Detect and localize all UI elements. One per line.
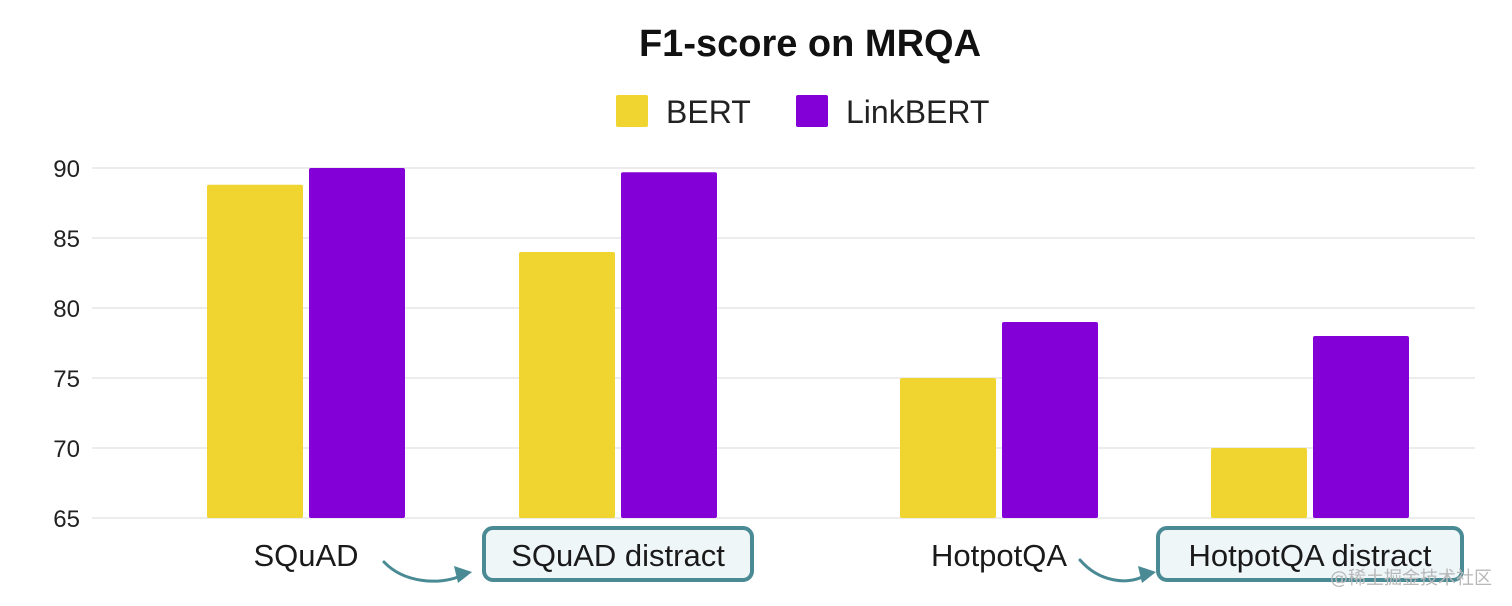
chart-title: F1-score on MRQA: [639, 23, 981, 65]
legend-swatch-bert: [616, 95, 648, 127]
x-category-label: HotpotQA: [931, 538, 1067, 573]
x-category-label: HotpotQA distract: [1189, 538, 1432, 573]
y-tick-label: 65: [53, 506, 80, 533]
bar-linkbert-1: [621, 172, 717, 518]
watermark: @稀土掘金技术社区: [1330, 568, 1492, 589]
x-category-label: SQuAD distract: [511, 538, 725, 573]
bar-bert-3: [1211, 448, 1307, 518]
bar-bert-2: [900, 378, 996, 518]
arrow: [1078, 558, 1144, 583]
bar-bert-1: [519, 252, 615, 518]
x-axis: SQuAD SQuAD distract HotpotQA HotpotQA dist…: [253, 526, 1464, 583]
y-tick-label: 75: [53, 366, 80, 393]
bar-bert-0: [207, 184, 303, 519]
legend-swatch-linkbert: [796, 95, 828, 127]
legend-label-linkbert: LinkBERT: [846, 94, 989, 130]
legend-label-bert: BERT: [666, 94, 751, 130]
bar-linkbert-2: [1002, 322, 1098, 518]
arrow-head: [454, 566, 472, 583]
x-category-label: SQuAD: [253, 538, 358, 573]
highlight-box: [482, 526, 754, 582]
highlight-box: [1156, 526, 1464, 582]
arrow-head: [1138, 566, 1156, 583]
y-axis: 65 70 75 80 85 90: [53, 156, 80, 533]
y-tick-label: 85: [53, 226, 80, 253]
arrow: [382, 560, 460, 583]
legend: BERT LinkBERT: [616, 94, 989, 130]
y-tick-label: 80: [53, 296, 80, 323]
bar-linkbert-3: [1313, 336, 1409, 518]
y-tick-label: 90: [53, 156, 80, 183]
bar-linkbert-0: [309, 168, 405, 518]
y-tick-label: 70: [53, 436, 80, 463]
bars: [207, 168, 1409, 519]
